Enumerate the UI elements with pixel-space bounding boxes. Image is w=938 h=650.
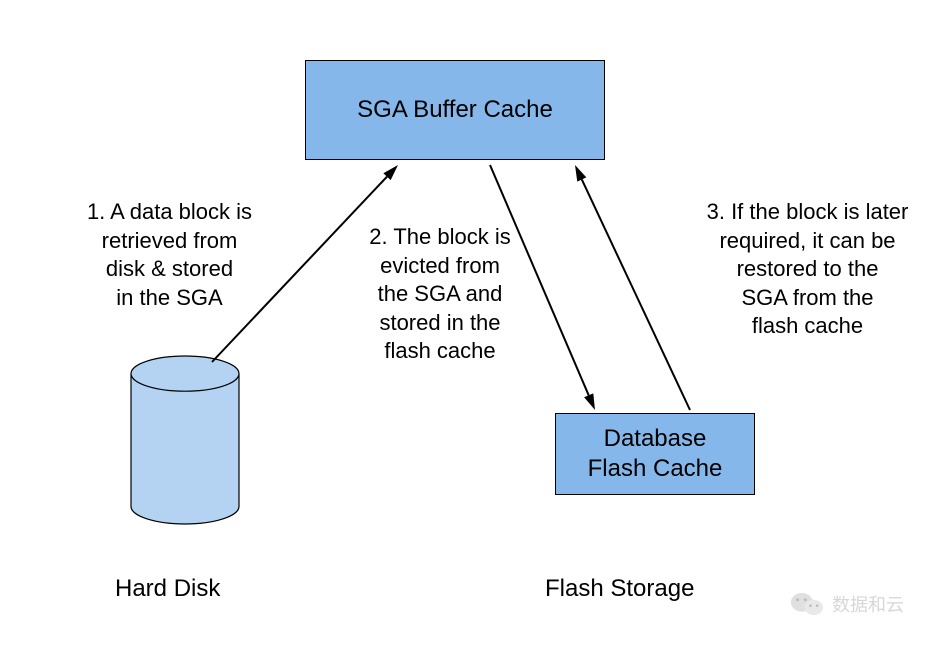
wechat-icon [790,590,824,618]
sga-buffer-cache-label: SGA Buffer Cache [357,95,553,125]
hard-disk-caption: Hard Disk [115,575,220,603]
database-flash-cache-label: Database Flash Cache [588,424,723,484]
flash-storage-caption: Flash Storage [545,575,694,603]
watermark: 数据和云 [790,590,904,618]
annotation-1: 1. A data block is retrieved from disk &… [42,198,297,312]
watermark-text: 数据和云 [832,591,904,617]
annotation-3: 3. If the block is later required, it ca… [675,198,938,341]
annotation-2: 2. The block is evicted from the SGA and… [330,223,550,366]
